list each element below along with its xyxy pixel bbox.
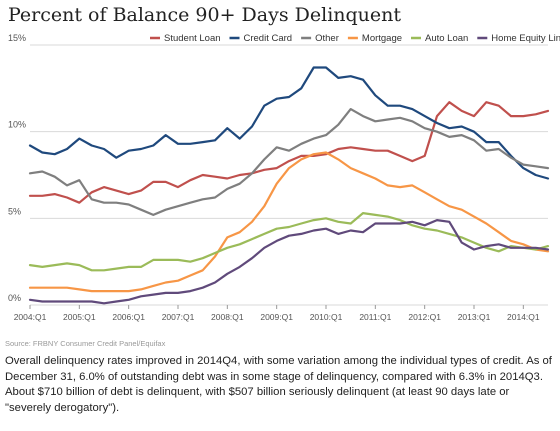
x-tick-label: 2014:Q1 bbox=[507, 312, 540, 322]
series-lines bbox=[28, 66, 550, 305]
x-tick-label: 2012:Q1 bbox=[408, 312, 441, 322]
series-line-credit-card bbox=[28, 66, 550, 180]
x-axis-ticks: 2004:Q1 2005:Q1 2006:Q1 2007:Q1 2008:Q1 2009:… bbox=[14, 305, 540, 322]
x-tick-label: 2007:Q1 bbox=[162, 312, 195, 322]
x-tick-label: 2006:Q1 bbox=[112, 312, 145, 322]
legend: Student Loan Credit Card Other Mortgage Auto… bbox=[150, 33, 560, 44]
legend-label: Other bbox=[315, 33, 339, 44]
legend-item: Mortgage bbox=[347, 33, 402, 44]
legend-item: Auto Loan bbox=[411, 33, 468, 44]
y-tick-label: 5% bbox=[8, 206, 21, 216]
legend-item: Student Loan bbox=[150, 33, 221, 44]
legend-label: Mortgage bbox=[362, 33, 402, 44]
x-tick-label: 2010:Q1 bbox=[310, 312, 343, 322]
series-line-auto-loan bbox=[28, 212, 550, 272]
x-tick-label: 2005:Q1 bbox=[63, 312, 96, 322]
y-tick-label: 0% bbox=[8, 293, 21, 303]
legend-label: Home Equity Line of Credit bbox=[491, 33, 560, 44]
y-axis-ticks: 0% 5% 10% 15% bbox=[8, 33, 26, 303]
legend-item: Other bbox=[301, 33, 339, 44]
series-line-mortgage bbox=[28, 151, 550, 293]
legend-item: Home Equity Line of Credit bbox=[477, 33, 560, 44]
legend-label: Auto Loan bbox=[425, 33, 468, 44]
series-line-other bbox=[28, 107, 550, 216]
legend-item: Credit Card bbox=[229, 33, 293, 44]
legend-label: Credit Card bbox=[244, 33, 293, 44]
grid-lines bbox=[30, 44, 548, 306]
x-tick-label: 2011:Q1 bbox=[359, 312, 391, 322]
line-chart: 0%5%10%15% 2004:Q1 2005:Q1 2006:Q1 2007:Q1 2… bbox=[8, 33, 560, 322]
legend-label: Student Loan bbox=[164, 33, 221, 44]
series-line-home-equity-line-of-credit bbox=[28, 219, 550, 305]
y-tick-label: 10% bbox=[8, 120, 26, 130]
source-note: Source: FRBNY Consumer Credit Panel/Equi… bbox=[5, 339, 166, 348]
caption-text: Overall delinquency rates improved in 20… bbox=[5, 355, 552, 414]
x-tick-label: 2004:Q1 bbox=[14, 312, 47, 322]
x-tick-label: 2009:Q1 bbox=[260, 312, 293, 322]
chart-title: Percent of Balance 90+ Days Delinquent bbox=[8, 4, 402, 26]
x-tick-label: 2013:Q1 bbox=[458, 312, 491, 322]
y-tick-label: 15% bbox=[8, 33, 26, 43]
x-tick-label: 2008:Q1 bbox=[211, 312, 244, 322]
series-line-student-loan bbox=[28, 101, 550, 204]
